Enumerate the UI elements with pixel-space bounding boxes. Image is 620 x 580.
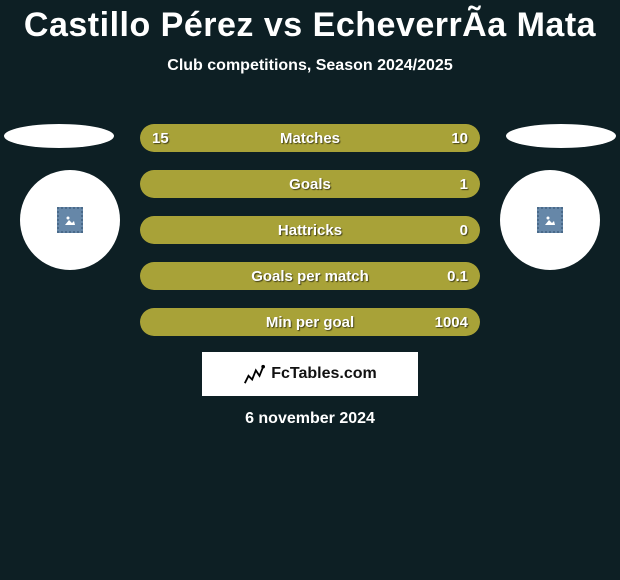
player1-name: Castillo Pérez [24, 6, 254, 44]
stat-row: Min per goal1004 [140, 308, 480, 336]
vs-separator: vs [264, 6, 303, 44]
player2-avatar [500, 170, 600, 270]
subtitle: Club competitions, Season 2024/2025 [0, 57, 620, 75]
brand-text: FcTables.com [271, 365, 377, 383]
stat-label: Goals [140, 170, 480, 198]
stat-label: Matches [140, 124, 480, 152]
stat-value-right: 0.1 [447, 262, 468, 290]
team-badge-right [506, 124, 616, 148]
player2-name: EcheverrÃ­a Mata [313, 6, 596, 44]
team-badge-left [4, 124, 114, 148]
stat-row: Goals1 [140, 170, 480, 198]
page-title: Castillo Pérez vs EcheverrÃ­a Mata [0, 0, 620, 45]
stat-value-right: 1 [460, 170, 468, 198]
stat-label: Hattricks [140, 216, 480, 244]
stat-row: Goals per match0.1 [140, 262, 480, 290]
stat-label: Min per goal [140, 308, 480, 336]
stat-label: Goals per match [140, 262, 480, 290]
brand-box: FcTables.com [202, 352, 418, 396]
stat-row: 15Matches10 [140, 124, 480, 152]
stat-value-right: 10 [451, 124, 468, 152]
comparison-widget: Castillo Pérez vs EcheverrÃ­a Mata Club … [0, 0, 620, 580]
image-placeholder-icon [57, 207, 83, 233]
image-placeholder-icon [537, 207, 563, 233]
date-text: 6 november 2024 [0, 410, 620, 428]
player1-avatar [20, 170, 120, 270]
stats-panel: 15Matches10 Goals1 Hattricks0 Goals per mat… [140, 124, 480, 354]
stat-value-right: 1004 [435, 308, 468, 336]
stat-row: Hattricks0 [140, 216, 480, 244]
stat-value-right: 0 [460, 216, 468, 244]
brand-logo-icon [243, 363, 265, 385]
